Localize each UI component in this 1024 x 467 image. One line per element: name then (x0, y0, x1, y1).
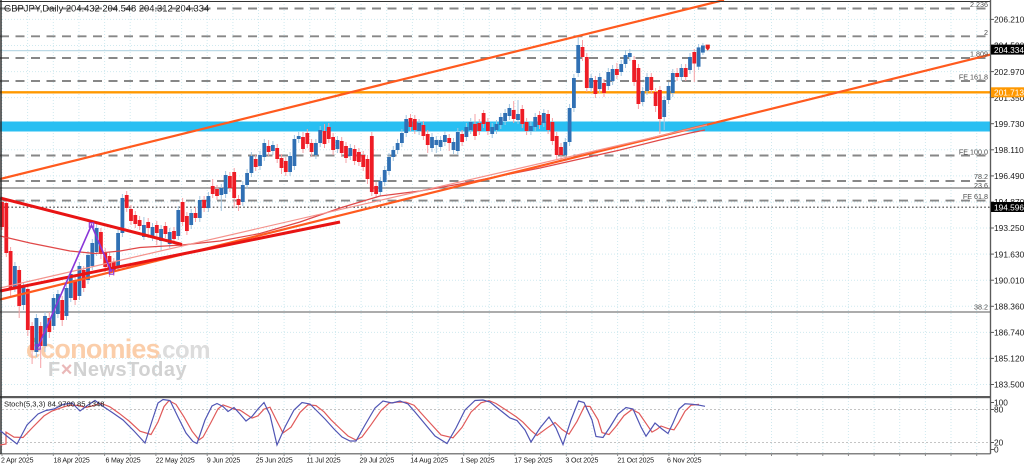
svg-text:193.250: 193.250 (994, 223, 1024, 233)
svg-text:2 Apr 2025: 2 Apr 2025 (1, 457, 34, 464)
svg-text:FE 61.8: FE 61.8 (963, 192, 988, 201)
svg-text:185.120: 185.120 (994, 354, 1024, 364)
svg-text:FE 100.0: FE 100.0 (959, 148, 988, 157)
svg-text:198.110: 198.110 (994, 145, 1024, 155)
svg-text:18 Apr 2025: 18 Apr 2025 (54, 457, 90, 464)
svg-text:206.210: 206.210 (994, 15, 1024, 25)
svg-text:23.6: 23.6 (974, 181, 988, 190)
svg-text:6 May 2025: 6 May 2025 (105, 457, 140, 464)
svg-text:economies: economies (26, 334, 160, 364)
svg-text:196.490: 196.490 (994, 171, 1024, 181)
svg-text:11 Jul 2025: 11 Jul 2025 (306, 457, 340, 464)
svg-text:21 Oct 2025: 21 Oct 2025 (617, 457, 654, 464)
svg-text:14 Aug 2025: 14 Aug 2025 (410, 457, 448, 464)
svg-text:202.970: 202.970 (994, 67, 1024, 77)
svg-text:3 Oct 2025: 3 Oct 2025 (566, 457, 599, 464)
svg-text:1.809: 1.809 (970, 50, 988, 59)
svg-text:186.740: 186.740 (994, 328, 1024, 338)
svg-text:78.2: 78.2 (974, 172, 988, 181)
svg-text:201.713: 201.713 (994, 88, 1024, 98)
svg-text:199.730: 199.730 (994, 119, 1024, 129)
svg-text:80: 80 (994, 405, 1004, 415)
svg-text:204.334: 204.334 (994, 45, 1024, 55)
svg-text:38.2: 38.2 (974, 303, 988, 312)
svg-text:Stoch(5,3,3) 84.9700 85.1348: Stoch(5,3,3) 84.9700 85.1348 (4, 399, 104, 408)
svg-text:22 May 2025: 22 May 2025 (156, 457, 195, 464)
svg-text:2: 2 (984, 28, 988, 37)
svg-text:188.360: 188.360 (994, 302, 1024, 312)
svg-text:9 Jun 2025: 9 Jun 2025 (207, 457, 240, 464)
svg-text:191.630: 191.630 (994, 249, 1024, 259)
svg-text:GBPJPY,Daily 204.432 204.548 2: GBPJPY,Daily 204.432 204.548 204.312 204… (4, 3, 209, 14)
svg-text:201.350: 201.350 (994, 93, 1024, 103)
svg-text:2.236: 2.236 (970, 0, 988, 9)
svg-text:194.596: 194.596 (994, 202, 1024, 212)
svg-text:1 Sep 2025: 1 Sep 2025 (460, 457, 495, 464)
svg-text:29 Jul 2025: 29 Jul 2025 (360, 457, 395, 464)
svg-text:.com: .com (156, 337, 210, 364)
svg-text:17 Sep 2025: 17 Sep 2025 (514, 457, 552, 464)
svg-text:6 Nov 2025: 6 Nov 2025 (667, 457, 702, 464)
svg-text:100: 100 (994, 398, 1008, 408)
svg-text:25 Jun 2025: 25 Jun 2025 (256, 457, 293, 464)
svg-text:190.010: 190.010 (994, 275, 1024, 285)
svg-text:F×NewsToday: F×NewsToday (48, 359, 187, 381)
svg-text:FE 161.8: FE 161.8 (959, 73, 988, 82)
svg-text:0: 0 (994, 445, 999, 455)
svg-text:183.500: 183.500 (994, 380, 1024, 390)
svg-text:20: 20 (994, 438, 1004, 448)
